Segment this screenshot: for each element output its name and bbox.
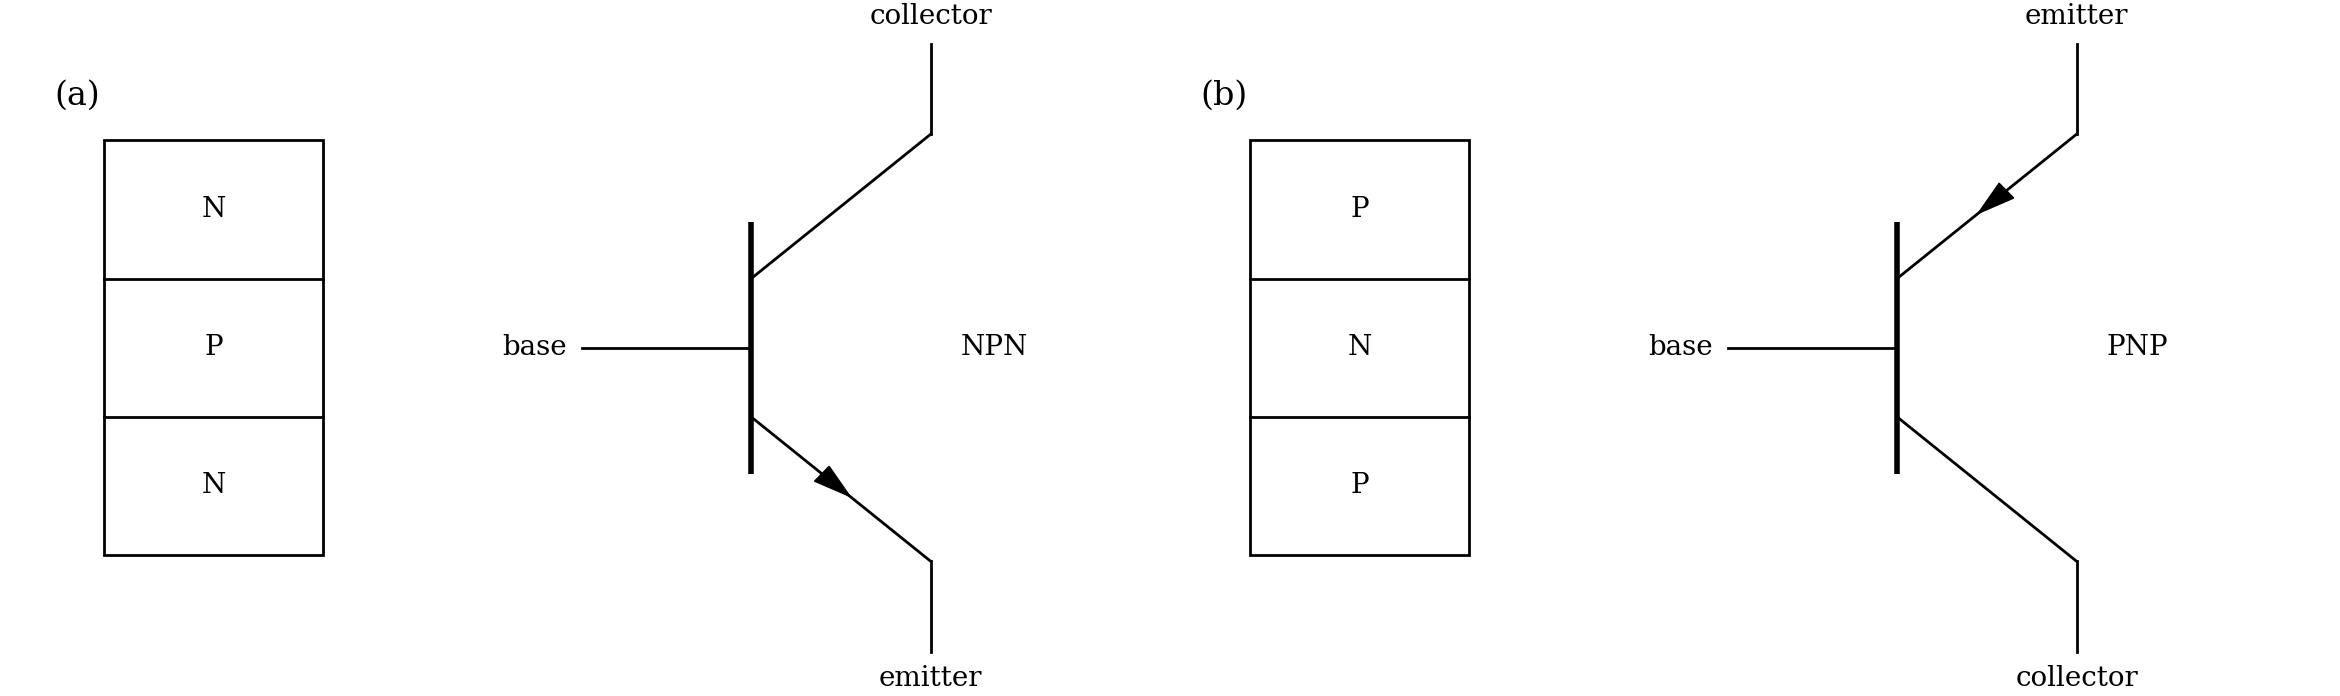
Text: NPN: NPN	[962, 334, 1027, 361]
Text: P: P	[204, 334, 222, 361]
Text: N: N	[201, 473, 225, 500]
Text: (a): (a)	[54, 79, 101, 111]
Text: collector: collector	[870, 3, 992, 31]
Polygon shape	[814, 466, 849, 496]
Text: PNP: PNP	[2106, 334, 2169, 361]
Text: N: N	[201, 196, 225, 223]
Text: collector: collector	[2015, 665, 2139, 692]
Text: base: base	[1647, 334, 1713, 361]
FancyBboxPatch shape	[103, 141, 323, 555]
Text: base: base	[503, 334, 566, 361]
Text: P: P	[1350, 196, 1369, 223]
Text: (b): (b)	[1200, 79, 1247, 111]
Text: emitter: emitter	[880, 665, 983, 692]
Text: P: P	[1350, 473, 1369, 500]
Text: N: N	[1348, 334, 1371, 361]
FancyBboxPatch shape	[1250, 141, 1470, 555]
Text: emitter: emitter	[2024, 3, 2129, 31]
Polygon shape	[1977, 183, 2015, 214]
